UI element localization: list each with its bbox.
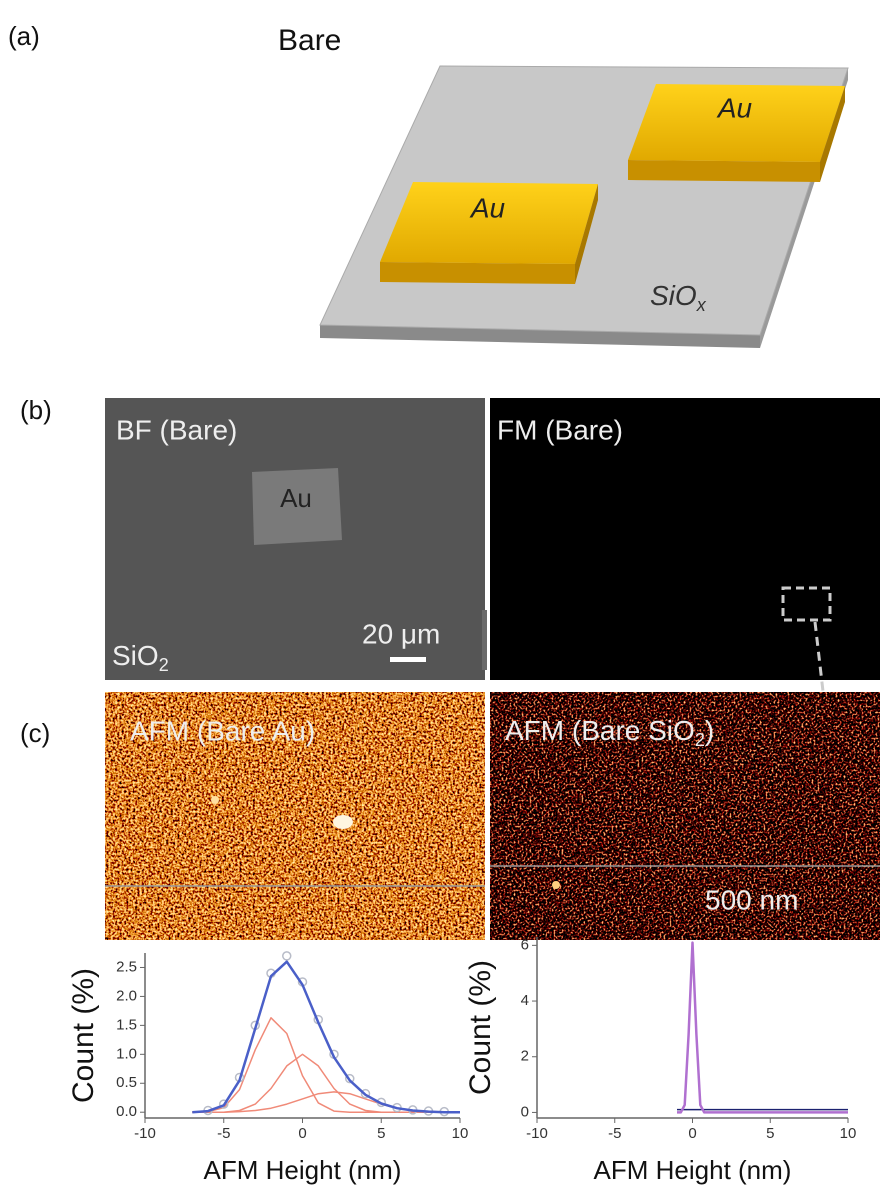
- bf-edge: [482, 610, 487, 670]
- x-tick-label: 5: [377, 1125, 385, 1142]
- x-tick-label: -10: [526, 1125, 548, 1142]
- scale-bar: [390, 657, 426, 662]
- scale-bar-label: 20 μm: [362, 618, 440, 649]
- panel-title: Bare: [278, 24, 341, 57]
- image-title: AFM (Bare Au): [130, 715, 315, 746]
- afm-feature: [333, 815, 353, 829]
- x-tick-label: 5: [766, 1125, 774, 1142]
- y-axis-label: Count (%): [67, 968, 100, 1103]
- y-tick-label: 0.5: [116, 1074, 137, 1091]
- image-title: AFM (Bare SiO2): [505, 715, 714, 749]
- x-tick-label: 0: [298, 1125, 306, 1142]
- panel-label: (c): [20, 718, 50, 748]
- panel-label: (a): [8, 21, 40, 51]
- x-tick-label: -5: [608, 1125, 621, 1142]
- y-axis-label: Count (%): [464, 960, 497, 1095]
- x-tick-label: 10: [840, 1125, 857, 1142]
- y-tick-label: 4: [521, 992, 529, 1009]
- pad-label: Au: [716, 92, 753, 123]
- y-tick-label: 1.5: [116, 1016, 137, 1033]
- pad-label: Au: [280, 483, 312, 513]
- x-tick-label: 10: [452, 1125, 469, 1142]
- y-tick-label: 2.5: [116, 958, 137, 975]
- image-title: BF (Bare): [116, 414, 237, 445]
- afm-feature: [211, 796, 219, 804]
- y-tick-label: 1.0: [116, 1045, 137, 1062]
- figure: (a) Bare Au Au SiOx (b) Au BF (Bare) FM …: [0, 0, 886, 1194]
- au-pad-edge: [628, 160, 820, 182]
- panel-label: (b): [20, 395, 52, 425]
- series-line: [192, 1092, 460, 1112]
- au-pad-edge: [380, 262, 575, 284]
- x-axis-label: AFM Height (nm): [594, 1155, 792, 1185]
- x-tick-label: -5: [217, 1125, 230, 1142]
- scale-bar-label: 500 nm: [705, 884, 798, 915]
- y-tick-label: 2: [521, 1048, 529, 1065]
- afm-feature: [552, 881, 560, 889]
- series-line: [192, 962, 460, 1112]
- y-tick-label: 0.0: [116, 1103, 137, 1120]
- series-line: [192, 1054, 460, 1112]
- series-line: [192, 1018, 460, 1112]
- series-line: [677, 943, 848, 1113]
- y-tick-label: 0: [521, 1103, 529, 1120]
- pad-label: Au: [469, 192, 506, 223]
- y-tick-label: 2.0: [116, 987, 137, 1004]
- data-point: [283, 952, 291, 960]
- y-tick-label: 6: [521, 936, 529, 953]
- image-title: FM (Bare): [497, 414, 623, 445]
- x-axis-label: AFM Height (nm): [204, 1155, 402, 1185]
- x-tick-label: 0: [688, 1125, 696, 1142]
- x-tick-label: -10: [134, 1125, 156, 1142]
